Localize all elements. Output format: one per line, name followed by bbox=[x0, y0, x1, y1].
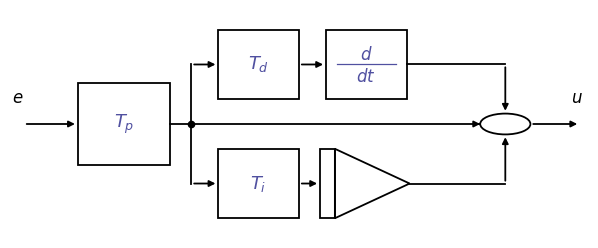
Text: $T_p$: $T_p$ bbox=[114, 112, 135, 136]
Bar bbox=[218, 30, 299, 99]
Text: $d$: $d$ bbox=[360, 46, 373, 63]
Text: $dt$: $dt$ bbox=[356, 68, 376, 86]
Text: $T_i$: $T_i$ bbox=[251, 174, 267, 193]
Text: $T_d$: $T_d$ bbox=[248, 55, 269, 74]
Bar bbox=[218, 149, 299, 218]
Text: $e$: $e$ bbox=[12, 90, 24, 107]
Bar bbox=[320, 149, 335, 218]
Bar bbox=[78, 83, 170, 165]
Text: $u$: $u$ bbox=[571, 90, 583, 107]
Bar bbox=[326, 30, 407, 99]
